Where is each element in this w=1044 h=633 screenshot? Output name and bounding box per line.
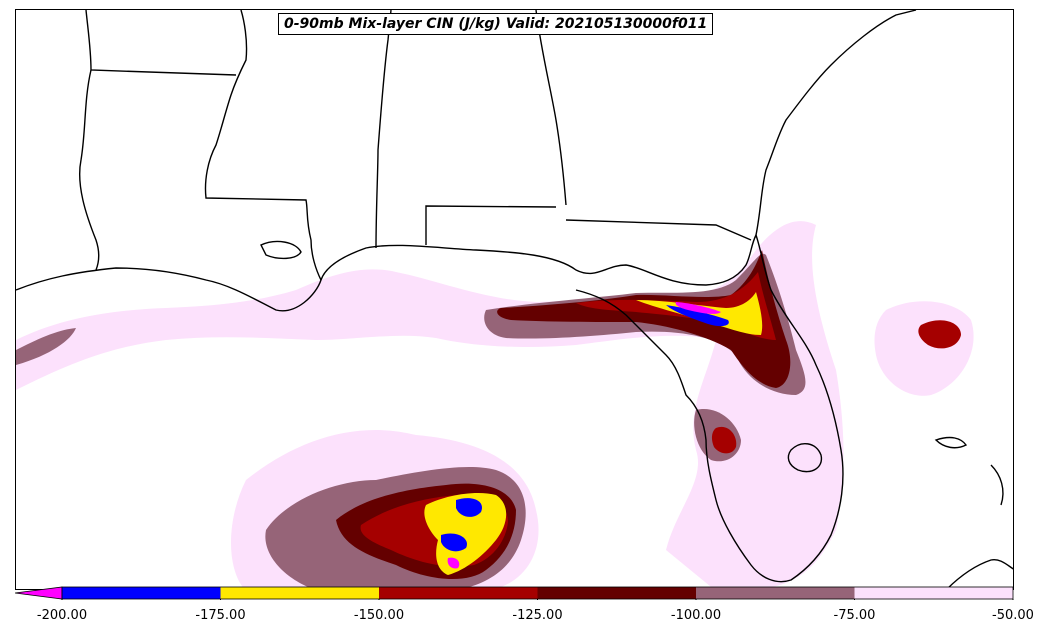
- state-border-ms-al: [375, 10, 392, 249]
- cin-blob-magenta-2: [447, 557, 460, 569]
- state-border-al-ga: [535, 10, 567, 206]
- colorbar-tick-label: -200.00: [36, 608, 88, 623]
- lake-okeechobee: [787, 443, 823, 473]
- map-title: 0-90mb Mix-layer CIN (J/kg) Valid: 20210…: [278, 13, 714, 35]
- cin-blob-blue-3: [441, 533, 467, 552]
- cin-shading: [16, 221, 974, 589]
- state-border-al-fl: [425, 205, 557, 245]
- colorbar-tick-label: -100.00: [670, 608, 722, 623]
- cin-band-blue: [666, 305, 729, 327]
- cin-band-mauve: [484, 253, 806, 395]
- colorbar-bin: [537, 587, 696, 599]
- colorbar-bin: [379, 587, 538, 599]
- atlantic-coastline: [755, 10, 917, 236]
- map-panel: [15, 9, 1014, 590]
- cin-blob-blue-2: [456, 498, 482, 517]
- colorbar-tick-label: -150.00: [353, 608, 405, 623]
- colorbar-bin: [696, 587, 855, 599]
- colorbar-tick-label: -175.00: [195, 608, 246, 623]
- colorbar-bin: [220, 587, 379, 599]
- colorbar-tick-label: -50.00: [992, 608, 1034, 623]
- state-border-ar-la: [85, 10, 237, 76]
- cuba-coast: [946, 558, 1013, 589]
- coastlines-and-borders: [16, 10, 1013, 589]
- cin-edge-mauve: [16, 328, 76, 365]
- lake-pontchartrain: [260, 240, 302, 260]
- colorbar: [15, 586, 1014, 600]
- cin-band-magenta: [675, 302, 721, 314]
- bahamas-1: [934, 436, 968, 449]
- bahamas-2: [990, 464, 1004, 506]
- cin-band-darkred: [497, 250, 791, 388]
- cin-blob-light-3: [874, 301, 974, 396]
- cin-blob-darkred-4: [918, 320, 961, 349]
- colorbar-bin: [62, 587, 221, 599]
- map-canvas: [16, 10, 1013, 589]
- colorbar-extend-arrow: [15, 586, 63, 600]
- state-border-tx-la: [78, 69, 100, 271]
- cin-blob-darkred-3: [711, 426, 737, 454]
- gulf-coastline: [16, 233, 844, 583]
- colorbar-bin: [854, 587, 1013, 599]
- cin-blob-yellow-2: [424, 493, 507, 575]
- colorbar-tick-label: -125.00: [512, 608, 563, 623]
- colorbar-tick-label: -75.00: [833, 608, 876, 623]
- state-border-la-ms: [204, 10, 322, 281]
- state-border-fl-ga: [565, 219, 752, 241]
